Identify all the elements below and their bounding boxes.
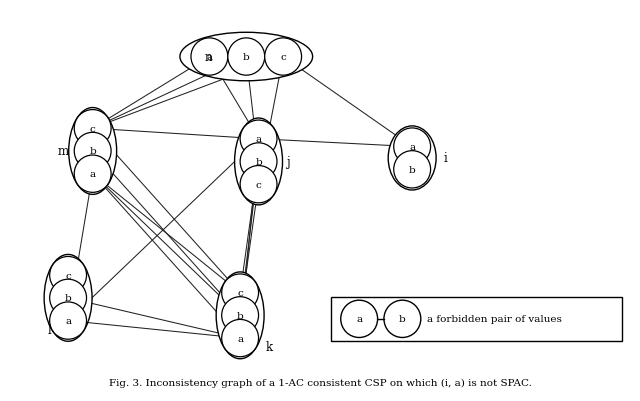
Circle shape <box>228 39 265 76</box>
Text: m: m <box>58 145 68 158</box>
Circle shape <box>74 110 111 148</box>
Ellipse shape <box>388 127 436 190</box>
Text: i: i <box>444 152 448 165</box>
Text: b: b <box>255 158 262 166</box>
Text: l: l <box>48 323 52 336</box>
Circle shape <box>50 279 86 317</box>
Text: c: c <box>256 180 261 189</box>
Text: c: c <box>90 124 95 134</box>
Text: a: a <box>409 143 415 152</box>
FancyBboxPatch shape <box>332 297 622 341</box>
Circle shape <box>240 121 277 158</box>
Ellipse shape <box>44 255 92 341</box>
Text: c: c <box>65 271 71 280</box>
Circle shape <box>50 302 86 339</box>
Text: b: b <box>399 314 406 324</box>
Text: b: b <box>243 53 250 62</box>
Circle shape <box>221 320 259 357</box>
Text: n: n <box>204 51 212 64</box>
Circle shape <box>240 166 277 203</box>
Circle shape <box>221 297 259 334</box>
Circle shape <box>191 39 228 76</box>
Circle shape <box>50 257 86 294</box>
Text: j: j <box>286 156 290 168</box>
Circle shape <box>74 156 111 193</box>
Text: a forbidden pair of values: a forbidden pair of values <box>427 314 561 324</box>
Text: b: b <box>237 311 243 320</box>
Circle shape <box>394 129 431 166</box>
Text: a: a <box>65 316 71 325</box>
Circle shape <box>221 274 259 312</box>
Text: a: a <box>206 53 212 62</box>
Text: a: a <box>90 170 96 179</box>
Text: k: k <box>266 340 273 353</box>
Ellipse shape <box>235 119 282 205</box>
Text: a: a <box>255 135 262 144</box>
Circle shape <box>265 39 301 76</box>
Circle shape <box>384 300 421 338</box>
Circle shape <box>74 133 111 170</box>
Text: b: b <box>90 147 96 156</box>
Ellipse shape <box>180 33 312 81</box>
Text: Fig. 3. Inconsistency graph of a 1-AC consistent CSP on which (i, a) is not SPAC: Fig. 3. Inconsistency graph of a 1-AC co… <box>109 379 531 387</box>
Text: a: a <box>356 314 362 324</box>
Text: b: b <box>409 165 415 174</box>
Text: b: b <box>65 294 72 303</box>
Text: a: a <box>237 334 243 343</box>
Ellipse shape <box>68 108 116 195</box>
Text: c: c <box>280 53 286 62</box>
Circle shape <box>394 151 431 188</box>
Circle shape <box>240 144 277 180</box>
Text: c: c <box>237 288 243 298</box>
Circle shape <box>340 300 378 338</box>
Ellipse shape <box>216 272 264 359</box>
